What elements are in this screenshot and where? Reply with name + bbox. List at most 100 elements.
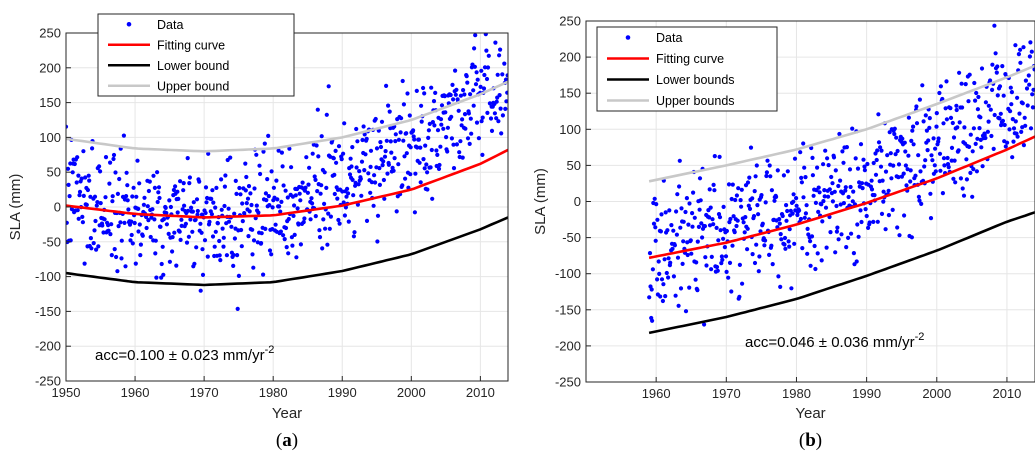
data-point (464, 74, 469, 79)
y-tick-label: 250 (559, 14, 581, 29)
data-point (374, 146, 380, 151)
data-point (1009, 90, 1015, 95)
data-point (677, 184, 682, 189)
data-point (391, 168, 396, 173)
data-point (938, 84, 944, 89)
data-point (743, 215, 748, 220)
data-point (808, 239, 813, 244)
data-point (144, 214, 149, 220)
panel-label: (a) (276, 430, 298, 451)
data-point (172, 230, 177, 235)
data-point (928, 191, 933, 196)
data-point (389, 150, 394, 155)
data-point (840, 149, 845, 154)
data-point (373, 180, 378, 185)
data-point (763, 200, 768, 205)
data-point (222, 184, 227, 189)
data-point (833, 250, 838, 255)
data-point (853, 156, 858, 161)
data-point (466, 111, 471, 116)
data-point (66, 124, 69, 129)
data-point (753, 174, 758, 179)
data-point (199, 230, 204, 235)
data-point (69, 207, 74, 212)
data-point (697, 207, 702, 212)
data-point (826, 194, 831, 199)
data-point (460, 117, 465, 122)
data-point (1008, 85, 1013, 90)
data-point (1032, 67, 1035, 72)
data-point (1019, 129, 1024, 134)
data-point (850, 126, 855, 131)
data-point (193, 217, 198, 222)
data-point (973, 141, 978, 146)
data-point (721, 236, 726, 241)
data-point (128, 238, 133, 243)
data-point (300, 180, 305, 185)
data-point (174, 263, 179, 268)
data-point (865, 161, 870, 167)
data-point (1013, 43, 1018, 48)
data-point (478, 84, 483, 89)
data-point (975, 136, 980, 141)
data-point (279, 150, 284, 155)
data-point (964, 177, 970, 182)
data-point (731, 214, 736, 219)
data-point (194, 197, 200, 202)
data-point (925, 148, 930, 153)
data-point (273, 222, 278, 227)
data-point (135, 158, 140, 163)
data-point (257, 163, 262, 168)
data-point (835, 225, 840, 230)
data-point (295, 206, 300, 211)
data-point (959, 81, 964, 86)
data-point (308, 217, 313, 222)
data-point (895, 225, 900, 230)
data-point (251, 265, 256, 270)
data-point (436, 166, 442, 171)
data-point (98, 201, 103, 206)
data-point (805, 226, 810, 231)
data-point (164, 222, 169, 227)
data-point (393, 139, 398, 144)
data-point (756, 212, 761, 217)
data-point (72, 161, 77, 167)
data-point (971, 167, 976, 172)
data-point (312, 174, 317, 179)
data-point (75, 155, 80, 160)
data-point (750, 196, 755, 201)
x-tick-label: 2010 (992, 386, 1021, 401)
data-point (989, 133, 994, 139)
data-point (790, 211, 795, 216)
data-point (80, 220, 85, 225)
data-point (142, 195, 147, 200)
data-point (292, 203, 297, 208)
data-point (810, 173, 816, 178)
data-point (917, 198, 922, 203)
data-point (968, 132, 973, 137)
data-point (666, 275, 671, 280)
plot-content (647, 23, 1035, 335)
data-point (267, 248, 273, 253)
data-point (232, 211, 237, 216)
data-point (876, 112, 881, 117)
data-point (380, 163, 385, 168)
fitting-curve-line (66, 148, 508, 219)
data-point (861, 157, 866, 162)
data-point (256, 210, 261, 215)
data-point (369, 180, 374, 185)
data-point (261, 149, 266, 154)
data-point (472, 64, 477, 69)
data-point (922, 164, 927, 169)
data-point (932, 163, 937, 168)
data-point (240, 219, 245, 224)
data-point (944, 117, 950, 122)
data-point (809, 234, 815, 239)
data-point (433, 90, 438, 95)
data-point (875, 148, 880, 153)
data-point (381, 177, 386, 183)
data-point (897, 233, 902, 238)
data-point (402, 154, 407, 159)
data-point (1000, 118, 1006, 123)
data-point (497, 93, 502, 98)
